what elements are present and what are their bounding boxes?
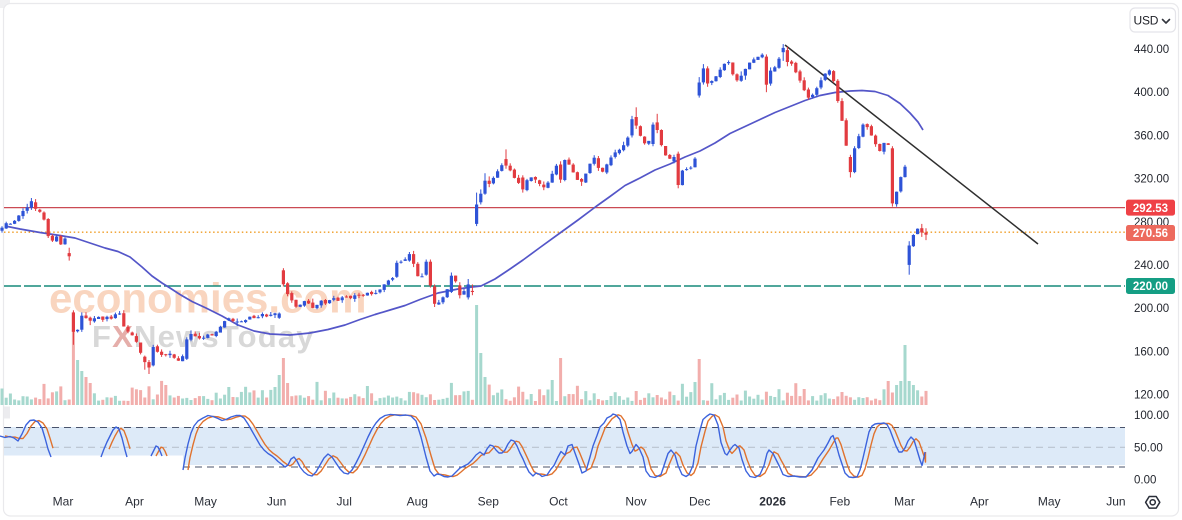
svg-text:Apr: Apr — [125, 495, 144, 509]
svg-text:400.00: 400.00 — [1134, 87, 1169, 99]
svg-text:120.00: 120.00 — [1134, 390, 1169, 402]
svg-text:2026: 2026 — [759, 495, 786, 509]
svg-text:440.00: 440.00 — [1134, 44, 1169, 56]
svg-text:May: May — [194, 495, 217, 509]
svg-text:240.00: 240.00 — [1134, 260, 1169, 272]
svg-text:Mar: Mar — [53, 495, 74, 509]
svg-text:Jun: Jun — [267, 495, 286, 509]
svg-text:160.00: 160.00 — [1134, 346, 1169, 358]
svg-text:100.00: 100.00 — [1134, 410, 1169, 422]
svg-text:May: May — [1038, 495, 1061, 509]
svg-text:320.00: 320.00 — [1134, 174, 1169, 186]
svg-text:292.53: 292.53 — [1133, 203, 1168, 215]
svg-text:50.00: 50.00 — [1134, 443, 1163, 455]
svg-text:USD: USD — [1134, 13, 1159, 27]
svg-text:Dec: Dec — [689, 495, 710, 509]
svg-text:220.00: 220.00 — [1133, 281, 1168, 293]
svg-text:Jun: Jun — [1106, 495, 1125, 509]
svg-text:200.00: 200.00 — [1134, 303, 1169, 315]
svg-text:economies.com: economies.com — [49, 275, 366, 322]
svg-text:Jul: Jul — [337, 495, 352, 509]
svg-text:Sep: Sep — [478, 495, 500, 509]
svg-text:0.00: 0.00 — [1134, 475, 1156, 487]
svg-text:Nov: Nov — [625, 495, 646, 509]
svg-text:Mar: Mar — [894, 495, 915, 509]
svg-text:270.56: 270.56 — [1133, 228, 1168, 240]
svg-text:Feb: Feb — [829, 495, 850, 509]
svg-text:Aug: Aug — [407, 495, 428, 509]
svg-text:Apr: Apr — [970, 495, 989, 509]
svg-text:Oct: Oct — [549, 495, 568, 509]
svg-text:360.00: 360.00 — [1134, 130, 1169, 142]
